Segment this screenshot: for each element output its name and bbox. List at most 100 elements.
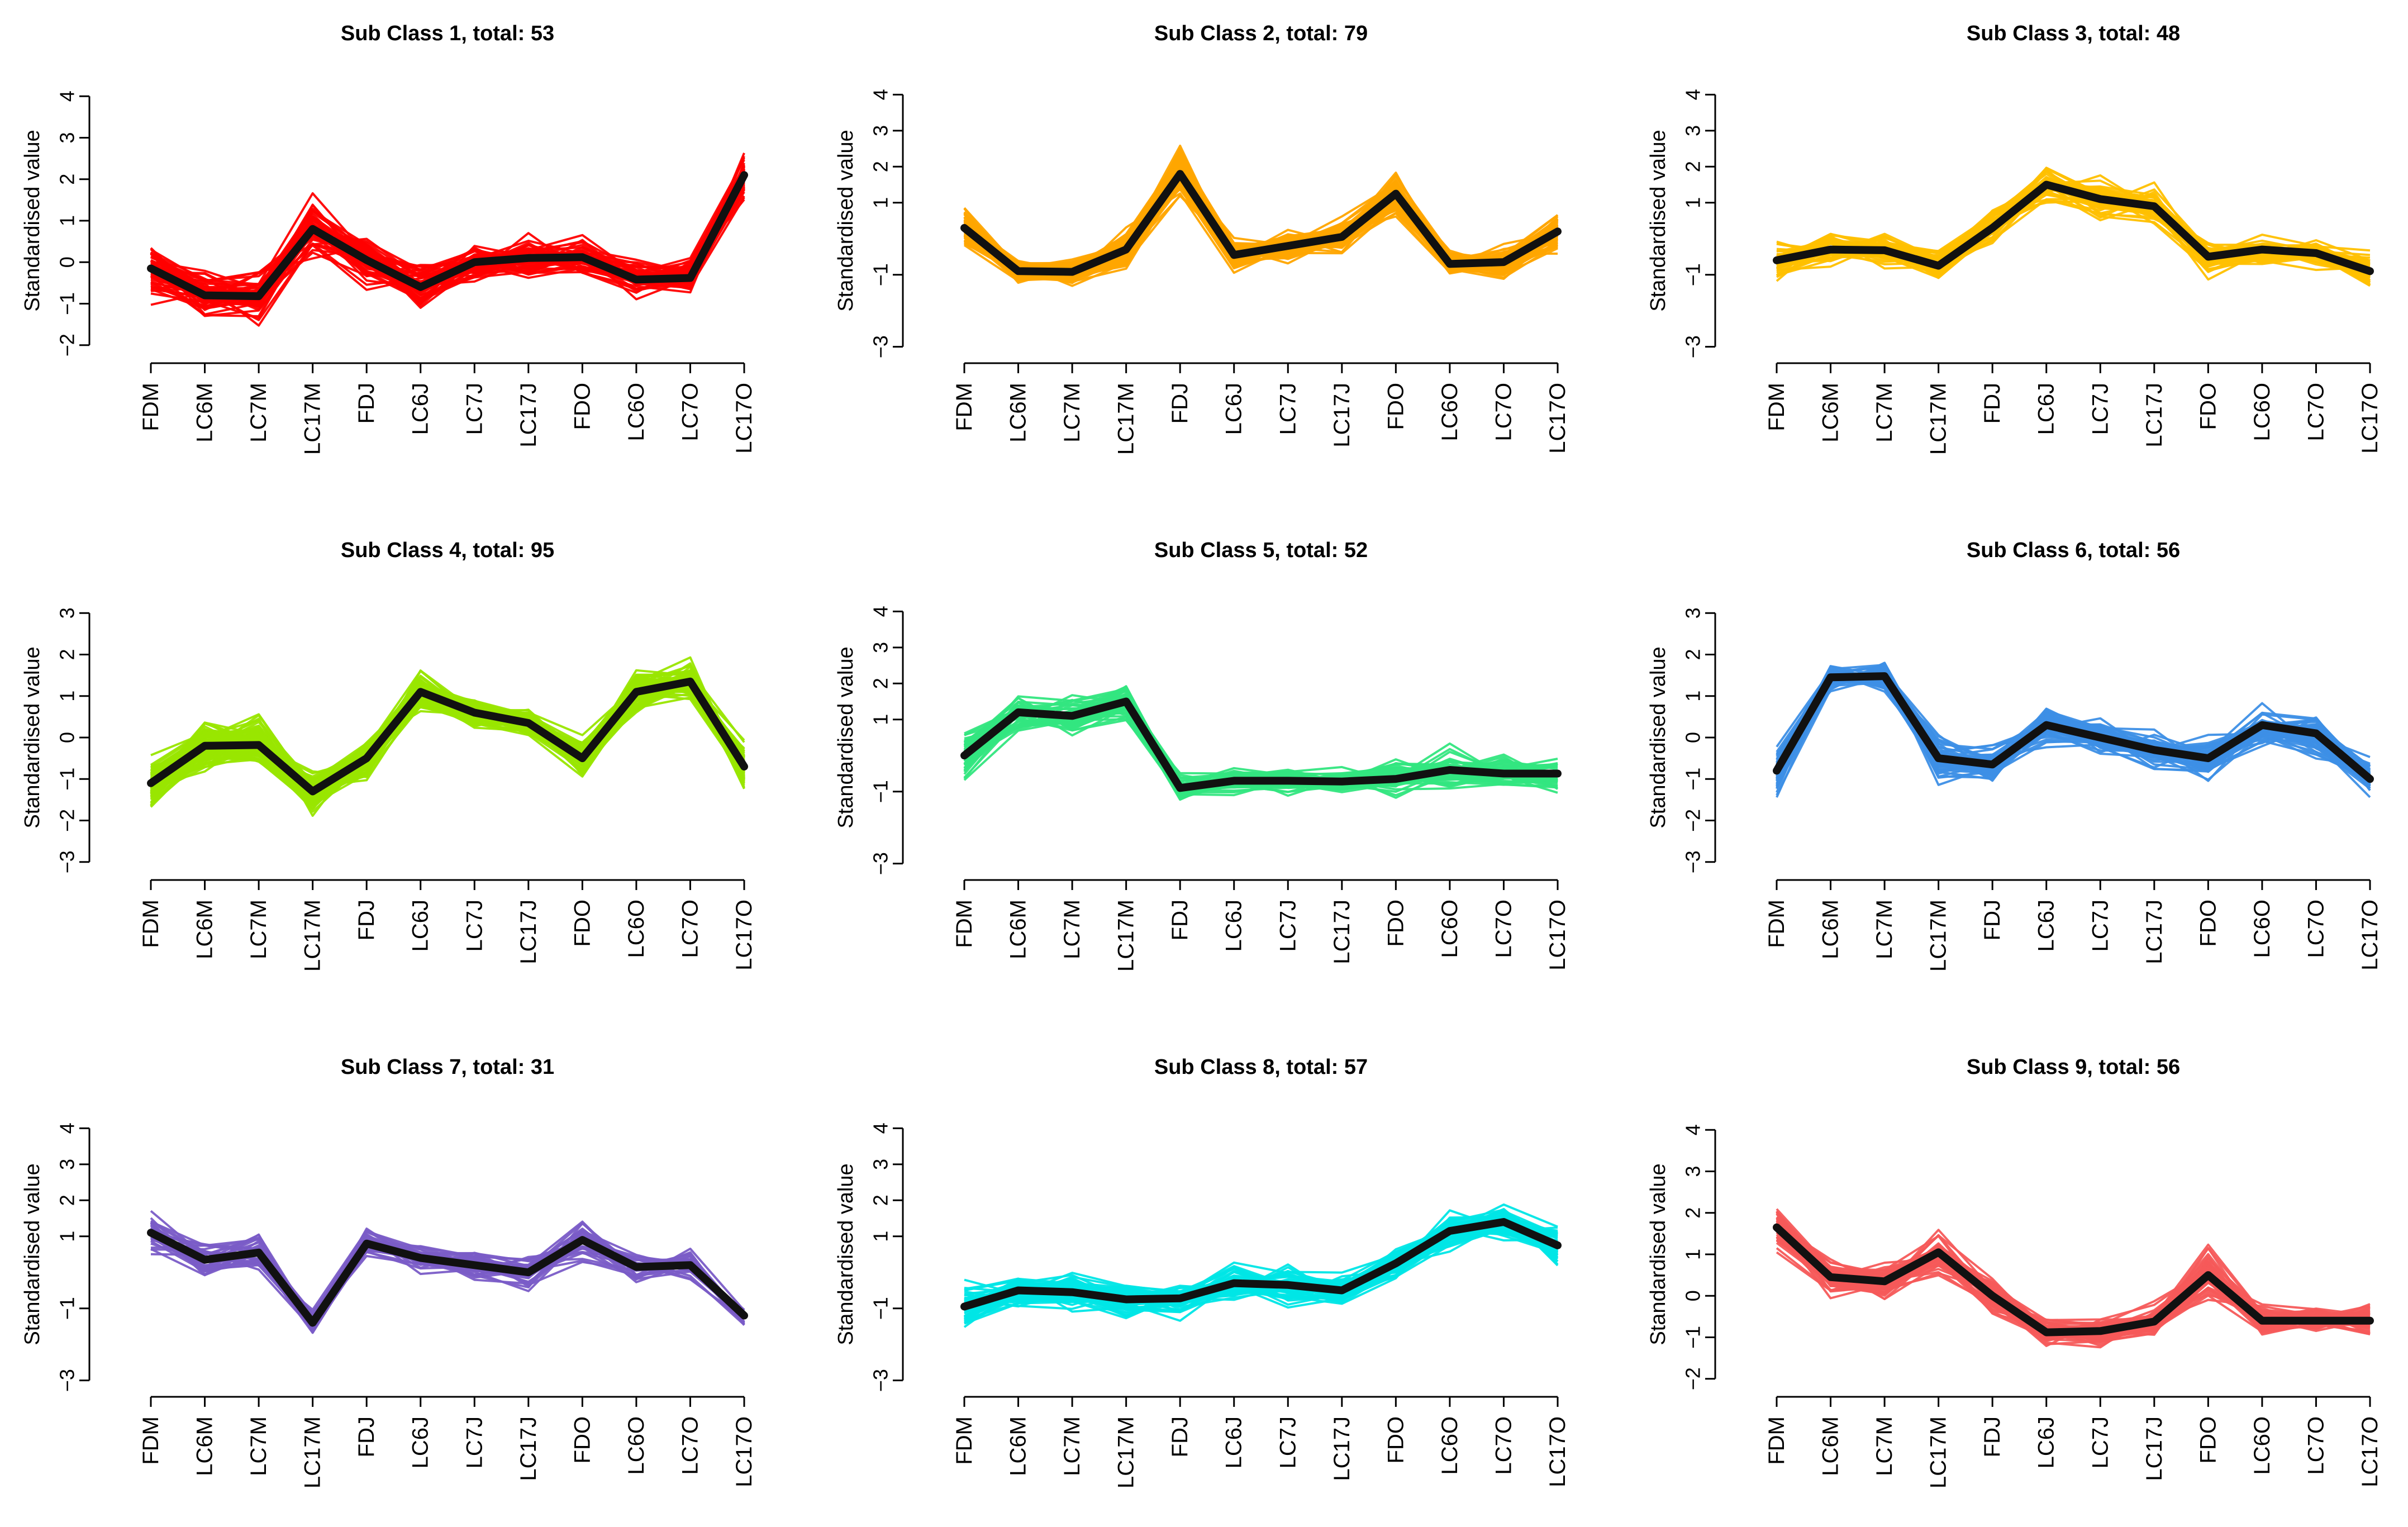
x-tick-label: LC7J xyxy=(2088,383,2112,435)
y-tick-label: −1 xyxy=(56,292,79,315)
member-line xyxy=(964,1226,1558,1321)
x-tick-label: LC7O xyxy=(1491,900,1516,958)
y-tick-label: 3 xyxy=(56,607,79,619)
y-tick-label: 3 xyxy=(1682,1166,1705,1177)
y-tick-label: −1 xyxy=(869,1297,892,1320)
x-tick-label: FDO xyxy=(1383,383,1408,430)
y-tick-label: 2 xyxy=(56,1195,79,1206)
x-tick-label: LC6M xyxy=(1006,900,1031,959)
y-tick-label: 2 xyxy=(56,649,79,660)
y-tick-label: −3 xyxy=(56,1369,79,1392)
y-tick-label: 2 xyxy=(869,1195,892,1206)
y-tick-label: −2 xyxy=(56,334,79,356)
mean-line xyxy=(147,171,748,301)
y-tick-label: 3 xyxy=(1682,607,1705,619)
y-tick-label: 1 xyxy=(1682,197,1705,208)
x-tick-label: FDM xyxy=(139,383,163,431)
y-axis-label: Standardised value xyxy=(1646,1163,1670,1345)
x-tick-label: FDO xyxy=(570,1416,594,1463)
x-tick-label: LC17O xyxy=(1545,1416,1570,1487)
chart-title: Sub Class 3, total: 48 xyxy=(1967,22,2180,45)
y-tick-label: −1 xyxy=(1682,263,1705,286)
x-tick-label: LC17O xyxy=(2358,383,2382,454)
x-tick-label: LC6O xyxy=(2250,900,2274,958)
x-tick-label: FDM xyxy=(952,383,977,431)
member-lines xyxy=(963,1203,1559,1328)
x-tick-label: LC6O xyxy=(2250,1416,2274,1475)
x-tick-label: LC7J xyxy=(1276,1416,1300,1468)
y-tick-label: −3 xyxy=(869,852,892,875)
x-tick-label: FDJ xyxy=(1980,1416,2005,1457)
chart-panel-4: Sub Class 4, total: 95 Standardised value… xyxy=(21,539,756,972)
x-tick-label: LC17O xyxy=(1545,383,1570,454)
x-tick-label: LC7O xyxy=(678,900,702,958)
x-tick-label: LC7J xyxy=(1276,383,1300,435)
x-tick-label: LC7M xyxy=(246,383,271,443)
x-tick-label: FDM xyxy=(139,1416,163,1465)
x-tick-label: LC7M xyxy=(1060,1416,1084,1476)
chart-panel-3: Sub Class 3, total: 48 Standardised value… xyxy=(1646,22,2382,455)
x-tick-label: LC6M xyxy=(1819,900,1843,959)
y-tick-label: 2 xyxy=(1682,1207,1705,1219)
y-tick-label: 0 xyxy=(1682,732,1705,743)
x-tick-label: FDO xyxy=(2196,1416,2220,1463)
y-tick-label: −3 xyxy=(869,1369,892,1392)
x-tick-label: FDM xyxy=(952,900,977,948)
chart-title: Sub Class 8, total: 57 xyxy=(1154,1055,1368,1079)
chart-panel-8: Sub Class 8, total: 57 Standardised value… xyxy=(834,1055,1570,1488)
y-tick-label: 1 xyxy=(869,714,892,725)
x-tick-label: LC6M xyxy=(193,383,217,443)
y-axis-label: Standardised value xyxy=(21,1163,44,1345)
x-tick-label: LC17M xyxy=(301,1416,325,1488)
x-tick-label: LC17J xyxy=(1330,1416,1354,1481)
y-tick-label: −2 xyxy=(1682,809,1705,832)
y-tick-label: −3 xyxy=(56,850,79,873)
x-tick-label: LC6J xyxy=(2034,383,2059,435)
mean-line xyxy=(960,170,1562,276)
chart-title: Sub Class 9, total: 56 xyxy=(1967,1055,2180,1079)
y-tick-label: −1 xyxy=(869,780,892,803)
x-tick-label: FDO xyxy=(2196,900,2220,946)
x-tick-label: FDO xyxy=(570,383,594,430)
y-tick-label: 4 xyxy=(1682,1124,1705,1135)
x-tick-label: FDJ xyxy=(1168,1416,1192,1457)
y-tick-label: 1 xyxy=(869,1231,892,1242)
x-tick-label: LC7M xyxy=(1060,383,1084,443)
mean-line xyxy=(147,1229,748,1327)
x-tick-label: LC7M xyxy=(246,1416,271,1476)
x-tick-label: LC17J xyxy=(2142,383,2167,448)
y-tick-label: −1 xyxy=(56,1297,79,1320)
y-axis-label: Standardised value xyxy=(21,130,44,311)
x-tick-label: LC7J xyxy=(2088,1416,2112,1468)
x-tick-label: FDO xyxy=(1383,1416,1408,1463)
y-tick-label: 2 xyxy=(1682,649,1705,660)
x-tick-label: LC17O xyxy=(732,383,756,454)
x-tick-label: LC17J xyxy=(1330,900,1354,964)
x-tick-label: LC7O xyxy=(1491,383,1516,441)
x-tick-label: FDO xyxy=(570,900,594,946)
x-tick-label: FDM xyxy=(952,1416,977,1465)
chart-title: Sub Class 1, total: 53 xyxy=(341,22,554,45)
x-tick-label: LC6J xyxy=(1222,383,1246,435)
y-tick-label: 1 xyxy=(1682,691,1705,702)
x-tick-label: LC17M xyxy=(1926,900,1951,972)
member-line xyxy=(1776,185,2371,279)
y-tick-label: 4 xyxy=(869,1122,892,1134)
y-tick-label: −2 xyxy=(56,809,79,832)
y-tick-label: 4 xyxy=(869,89,892,100)
y-tick-label: 1 xyxy=(1682,1249,1705,1260)
chart-title: Sub Class 6, total: 56 xyxy=(1967,539,2180,562)
y-axis-label: Standardised value xyxy=(834,1163,858,1345)
x-tick-label: LC6J xyxy=(2034,1416,2059,1468)
y-tick-label: 0 xyxy=(1682,1290,1705,1301)
x-tick-label: FDJ xyxy=(354,383,379,424)
x-tick-label: LC17O xyxy=(732,900,756,971)
y-tick-label: 2 xyxy=(869,678,892,689)
y-tick-label: −1 xyxy=(869,263,892,286)
y-tick-label: 3 xyxy=(56,1159,79,1170)
x-tick-label: LC17O xyxy=(1545,900,1570,971)
y-tick-label: −3 xyxy=(1682,850,1705,873)
y-tick-label: 3 xyxy=(869,1159,892,1170)
x-tick-label: LC6O xyxy=(1438,383,1462,441)
